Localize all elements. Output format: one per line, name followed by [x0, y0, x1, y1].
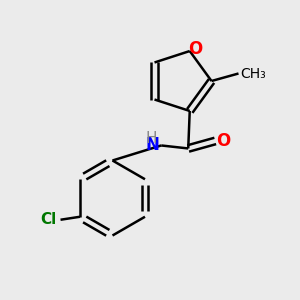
- Text: Cl: Cl: [40, 212, 56, 227]
- Text: O: O: [188, 40, 202, 58]
- Text: H: H: [146, 131, 158, 146]
- Text: CH₃: CH₃: [240, 67, 266, 80]
- Text: N: N: [146, 136, 160, 154]
- Text: O: O: [217, 132, 231, 150]
